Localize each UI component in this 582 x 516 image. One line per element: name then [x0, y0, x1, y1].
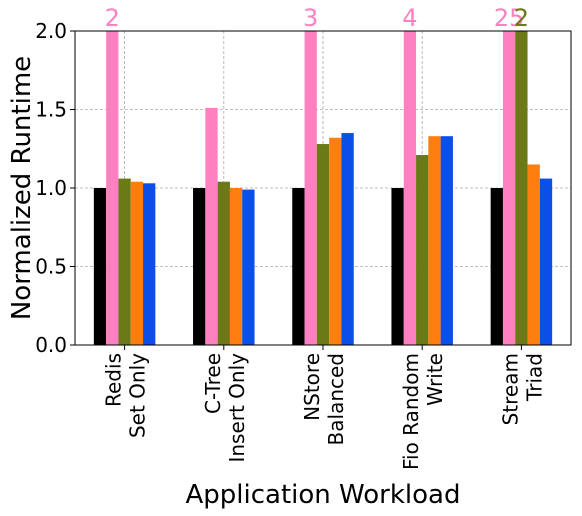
bar — [403, 31, 417, 345]
bar — [106, 31, 119, 345]
bar — [316, 144, 330, 345]
bar — [341, 133, 354, 345]
x-tick-label: Set Only — [126, 353, 150, 438]
bar — [440, 136, 453, 345]
x-tick-label: Fio Random — [399, 353, 423, 470]
bar — [143, 183, 156, 345]
x-tick-label: Stream — [498, 353, 522, 425]
plot-frame — [74, 30, 572, 346]
y-tick-label: 1.0 — [35, 176, 67, 200]
y-axis-label: Normalized Runtime — [7, 56, 37, 320]
value-label: 2 — [105, 4, 120, 32]
bar — [205, 107, 218, 345]
bar — [539, 178, 553, 345]
x-tick-label: Triad — [522, 353, 546, 402]
value-label: 4 — [402, 4, 417, 32]
bar — [242, 189, 255, 345]
x-tick-label: Balanced — [324, 353, 348, 445]
bar — [416, 155, 429, 345]
bar — [527, 164, 540, 345]
bar — [502, 31, 516, 345]
y-tick-label: 0.5 — [35, 255, 67, 279]
y-tick-label: 0.0 — [35, 333, 67, 357]
x-tick-label: C-Tree — [201, 353, 225, 414]
x-tick-label: Insert Only — [225, 353, 249, 463]
bar — [193, 188, 206, 345]
y-tick-label: 1.5 — [35, 98, 67, 122]
y-tick-label: 2.0 — [35, 19, 67, 43]
bar — [130, 181, 144, 345]
bar — [428, 136, 441, 345]
bar — [292, 188, 305, 345]
bar — [229, 188, 243, 345]
value-label: 3 — [303, 4, 318, 32]
bar — [391, 188, 404, 345]
bar — [329, 137, 342, 345]
bar — [118, 178, 131, 345]
value-label: 25 — [494, 4, 525, 32]
x-tick-label: NStore — [300, 353, 324, 421]
x-tick-label: Write — [423, 353, 447, 406]
value-label: 2 — [514, 4, 529, 32]
bars — [93, 31, 553, 345]
x-axis-label: Application Workload — [186, 480, 461, 510]
bar — [93, 188, 107, 345]
bar — [304, 31, 317, 345]
bar — [515, 31, 528, 345]
x-tick-label: Redis — [102, 353, 126, 407]
bar — [217, 181, 230, 345]
bar — [490, 188, 503, 345]
